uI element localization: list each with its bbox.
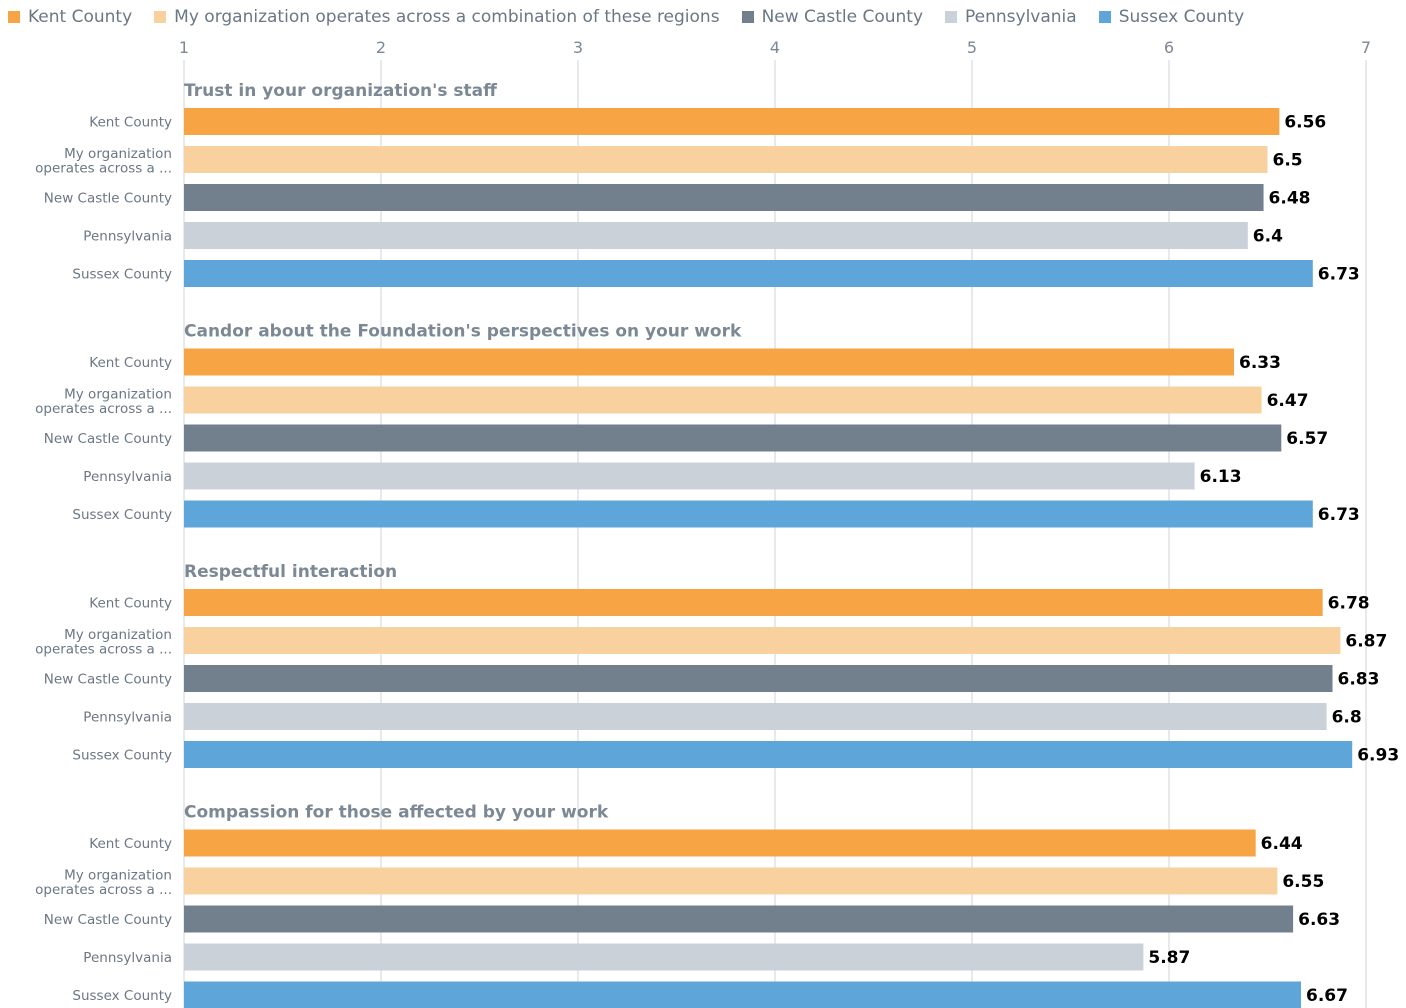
category-label: Pennsylvania xyxy=(83,950,172,966)
x-tick-label: 5 xyxy=(967,38,977,57)
group-title: Candor about the Foundation's perspectiv… xyxy=(184,322,742,342)
data-label: 6.78 xyxy=(1328,594,1370,614)
category-label: Sussex County xyxy=(72,267,172,283)
category-label: Pennsylvania xyxy=(83,229,172,245)
bar xyxy=(184,462,1195,490)
category-label: My organization xyxy=(64,868,172,884)
data-label: 6.73 xyxy=(1318,505,1360,525)
data-label: 6.63 xyxy=(1298,910,1340,930)
category-label: Sussex County xyxy=(72,748,172,764)
x-tick-label: 7 xyxy=(1361,38,1371,57)
group-title: Trust in your organization's staff xyxy=(184,81,497,101)
legend-item-pennsylvania[interactable]: Pennsylvania xyxy=(945,7,1077,27)
legend-label: Sussex County xyxy=(1118,7,1245,27)
data-label: 6.56 xyxy=(1284,113,1326,133)
x-tick-label: 3 xyxy=(573,38,583,57)
category-label: Kent County xyxy=(89,355,172,371)
category-label: operates across a ... xyxy=(35,161,172,177)
category-label: New Castle County xyxy=(44,431,172,447)
data-label: 6.4 xyxy=(1253,227,1283,247)
category-label: New Castle County xyxy=(44,191,172,207)
legend-label: New Castle County xyxy=(761,7,924,27)
data-label: 6.57 xyxy=(1286,429,1328,449)
bar xyxy=(184,943,1144,971)
legend-label: My organization operates across a combin… xyxy=(174,7,720,27)
data-label: 6.44 xyxy=(1261,834,1303,854)
category-label: New Castle County xyxy=(44,912,172,928)
legend: Kent County My organization operates acr… xyxy=(8,5,1266,29)
bar xyxy=(184,348,1235,376)
category-label: Sussex County xyxy=(72,507,172,523)
bar xyxy=(184,500,1313,528)
data-label: 6.5 xyxy=(1273,151,1303,171)
bar xyxy=(184,867,1278,895)
category-label: New Castle County xyxy=(44,672,172,688)
legend-item-combination[interactable]: My organization operates across a combin… xyxy=(154,7,720,27)
data-label: 6.8 xyxy=(1332,708,1362,728)
category-label: Pennsylvania xyxy=(83,710,172,726)
bar xyxy=(184,665,1333,692)
bar xyxy=(184,386,1262,414)
group-title: Compassion for those affected by your wo… xyxy=(184,803,609,823)
category-label: Sussex County xyxy=(72,988,172,1004)
legend-item-kent-county[interactable]: Kent County xyxy=(8,7,132,27)
bar xyxy=(184,741,1353,768)
legend-label: Pennsylvania xyxy=(965,7,1077,27)
legend-item-sussex-county[interactable]: Sussex County xyxy=(1098,7,1245,27)
x-tick-label: 4 xyxy=(770,38,780,57)
bar xyxy=(184,108,1280,135)
bar xyxy=(184,146,1268,173)
data-label: 6.83 xyxy=(1338,670,1380,690)
bar xyxy=(184,627,1341,654)
category-label: operates across a ... xyxy=(35,642,172,658)
bar xyxy=(184,222,1248,249)
legend-item-new-castle-county[interactable]: New Castle County xyxy=(741,7,924,27)
data-label: 6.73 xyxy=(1318,265,1360,285)
legend-swatch xyxy=(154,11,167,23)
data-label: 6.67 xyxy=(1306,986,1348,1006)
data-label: 6.87 xyxy=(1345,632,1387,652)
legend-swatch xyxy=(945,11,958,23)
category-label: My organization xyxy=(64,387,172,403)
x-tick-label: 1 xyxy=(179,38,189,57)
category-label: My organization xyxy=(64,146,172,162)
x-tick-label: 6 xyxy=(1164,38,1174,57)
legend-swatch xyxy=(741,11,754,23)
category-label: Pennsylvania xyxy=(83,469,172,485)
data-label: 6.47 xyxy=(1267,391,1309,411)
category-label: Kent County xyxy=(89,596,172,612)
bar xyxy=(184,589,1323,616)
bar xyxy=(184,260,1313,287)
data-label: 6.48 xyxy=(1269,189,1311,209)
legend-swatch xyxy=(1098,11,1111,23)
bar xyxy=(184,829,1256,857)
data-label: 6.13 xyxy=(1200,467,1242,487)
category-label: operates across a ... xyxy=(35,882,172,898)
bar xyxy=(184,981,1301,1008)
data-label: 6.33 xyxy=(1239,353,1281,373)
data-label: 6.55 xyxy=(1282,872,1324,892)
category-label: Kent County xyxy=(89,836,172,852)
category-label: operates across a ... xyxy=(35,401,172,417)
bar xyxy=(184,703,1327,730)
group-title: Respectful interaction xyxy=(184,562,397,582)
data-label: 5.87 xyxy=(1148,948,1190,968)
bar xyxy=(184,184,1264,211)
bar xyxy=(184,905,1294,933)
legend-label: Kent County xyxy=(28,7,133,27)
x-tick-label: 2 xyxy=(376,38,386,57)
legend-swatch xyxy=(8,11,20,23)
data-label: 6.93 xyxy=(1357,746,1399,766)
bar xyxy=(184,424,1282,452)
category-label: Kent County xyxy=(89,115,172,131)
category-label: My organization xyxy=(64,627,172,643)
